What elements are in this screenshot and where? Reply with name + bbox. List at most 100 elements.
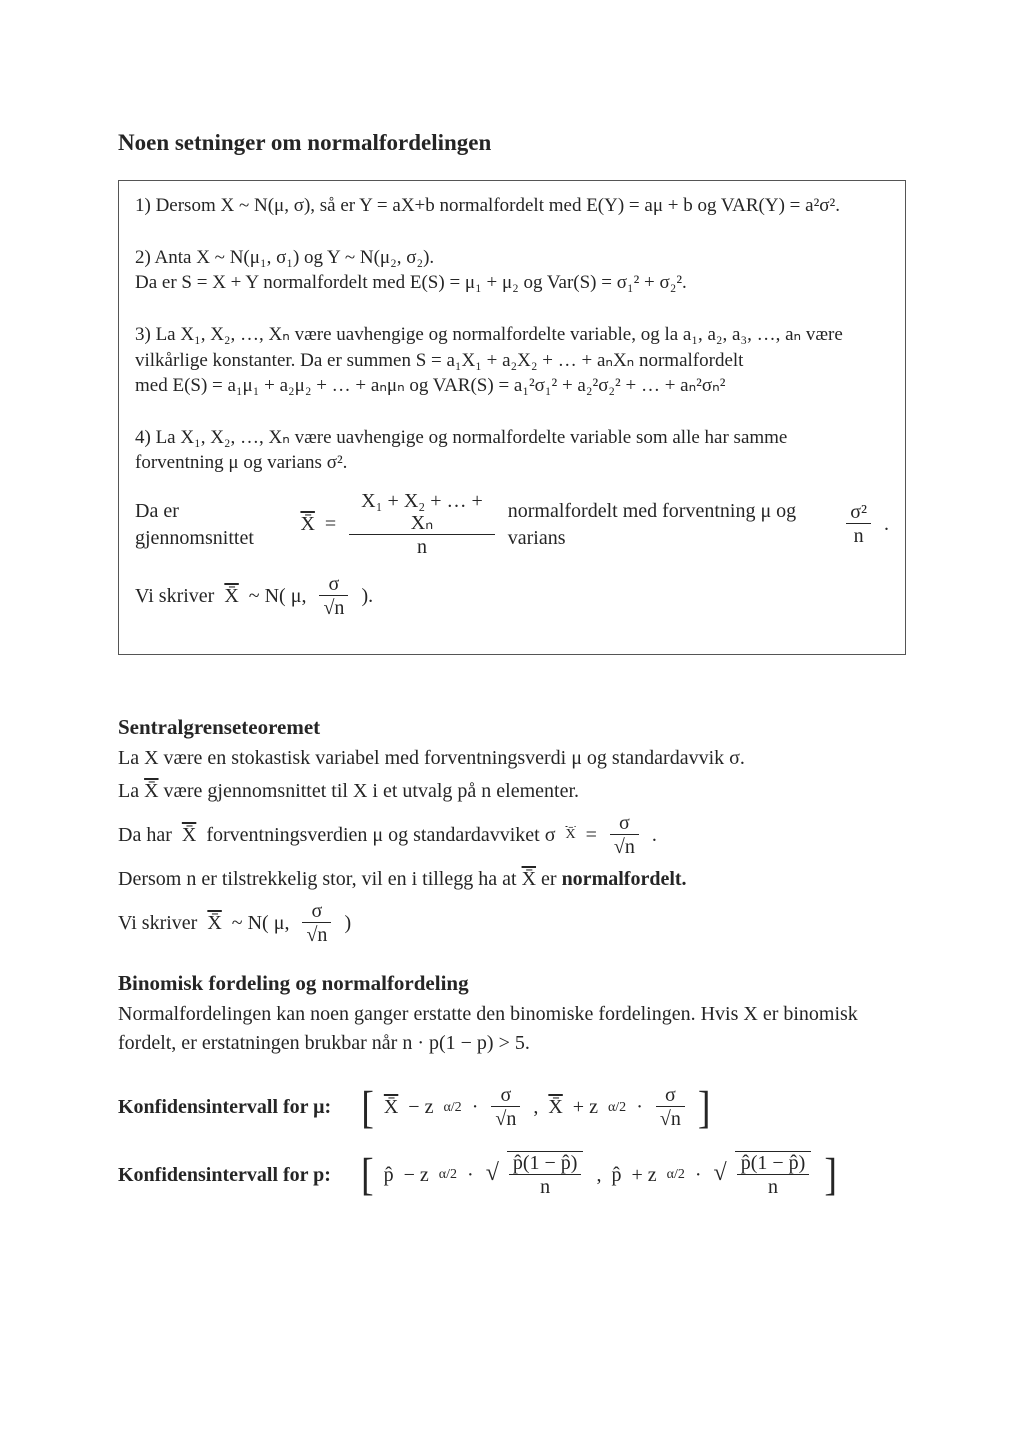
clt-line3-end: . [652,821,657,850]
item2b-text: Da er S = X + Y normalfordelt med E(S) =… [135,270,889,296]
ci-p-pleft: p̂ [384,1164,394,1187]
bino-title: Binomisk fordeling og normalfordeling [118,971,906,996]
ci-mu-mid1: − z [408,1096,433,1119]
clt-title: Sentralgrenseteoremet [118,715,906,740]
ci-mu-sub1: α/2 [443,1100,461,1116]
page: Noen setninger om normalfordelingen 1) D… [0,0,1024,1447]
item4c-mid2: normalfordelt med forventning μ og varia… [508,498,833,552]
ci-p-row: Konfidensintervall for p: [ p̂ − zα/2 · … [118,1151,906,1199]
clt-line3-den: √n [610,835,639,859]
clt-line2-pre: La [118,780,144,802]
ci-mu-xright: X̄ [548,1096,562,1119]
clt-line2-post: være gjennomsnittet til X i et utvalg på… [159,780,579,802]
item4d-den: √n [319,596,348,620]
item4c-frac1: X₁ + X₂ + … + Xₙ n [349,490,495,559]
bino-section: Binomisk fordeling og normalfordeling No… [118,971,906,1058]
ci-mu-den1: √n [491,1107,520,1131]
item3c-text: med E(S) = a₁μ₁ + a₂μ₂ + … + aₙμₙ og VAR… [135,373,889,399]
item4c-den2: n [846,524,871,548]
ci-mu-label: Konfidensintervall for μ: [118,1096,331,1119]
clt-line3-mid: forventningsverdien μ og standardavviket… [206,821,555,850]
clt-section: Sentralgrenseteoremet La X være en stoka… [118,715,906,947]
clt-line5-num: σ [302,900,331,923]
ci-p-sqrt2: p̂(1 − p̂) n [712,1151,815,1199]
ci-mu-frac2: σ √n [656,1084,685,1131]
item4d-xbar: X̄ [224,583,238,610]
ci-mu-xleft: X̄ [384,1096,398,1119]
clt-line5-frac: σ √n [302,900,331,947]
clt-line3-num: σ [610,812,639,835]
ci-mu-sub2: α/2 [608,1100,626,1116]
clt-line2-xbar: X̄ [144,780,158,802]
clt-line3: Da har X̄ forventningsverdien μ og stand… [118,812,906,859]
item4c-frac2: σ² n [846,501,871,548]
page-title: Noen setninger om normalfordelingen [118,130,906,156]
ci-p-pright: p̂ [611,1164,621,1187]
ci-mu-dot1: · [472,1096,479,1119]
clt-line5-pre: Vi skriver [118,909,197,938]
ci-p-num1: p̂(1 − p̂) [509,1152,582,1175]
clt-line4: Dersom n er tilstrekkelig stor, vil en i… [118,865,906,894]
item4c-num2: σ² [846,501,871,524]
ci-p-sub1: α/2 [439,1167,457,1183]
normal-box: 1) Dersom X ~ N(μ, σ), så er Y = aX+b no… [118,180,906,655]
ci-mu-frac1: σ √n [491,1084,520,1131]
clt-line3-xbar: X̄ [182,821,196,850]
ci-mu-num2: σ [656,1084,685,1107]
clt-line4-bold: normalfordelt. [562,868,687,890]
ci-p-frac1: p̂(1 − p̂) n [507,1151,584,1199]
ci-p-sub2: α/2 [667,1167,685,1183]
ci-p-den2: n [737,1175,810,1199]
item3b-text: vilkårlige konstanter. Da er summen S = … [135,348,889,374]
ci-mu-num1: σ [491,1084,520,1107]
item4c-den: n [349,535,495,559]
item4d-frac: σ √n [319,573,348,620]
item4c-row: Da er gjennomsnittet X̄ = X₁ + X₂ + … + … [135,490,889,559]
ci-mu-dot2: · [636,1096,643,1119]
bino-line1: Normalfordelingen kan noen ganger erstat… [118,1000,906,1058]
item4d-end: ). [361,583,373,610]
box-item-4: 4) La X₁, X₂, …, Xₙ være uavhengige og n… [135,425,889,620]
item4d-mid: ~ N( μ, [249,583,307,610]
ci-p-den1: n [509,1175,582,1199]
item4d-num: σ [319,573,348,596]
clt-line4-post: er [536,868,562,890]
item4c-pre: Da er gjennomsnittet [135,498,290,552]
item4a-text: 4) La X₁, X₂, …, Xₙ være uavhengige og n… [135,425,889,451]
clt-line4-pre: Dersom n er tilstrekkelig stor, vil en i… [118,868,522,890]
item4c-num: X₁ + X₂ + … + Xₙ [349,490,495,535]
clt-line3-sub: X̄ [566,825,576,845]
clt-line3-pre: Da har [118,821,172,850]
box-item-3: 3) La X₁, X₂, …, Xₙ være uavhengige og n… [135,322,889,399]
item4d-pre: Vi skriver [135,583,214,610]
item4d-row: Vi skriver X̄ ~ N( μ, σ √n ). [135,573,889,620]
item2a-text: 2) Anta X ~ N(μ₁, σ₁) og Y ~ N(μ₂, σ₂). [135,245,889,271]
clt-line5-xbar: X̄ [207,909,221,938]
ci-p-num2: p̂(1 − p̂) [737,1152,810,1175]
item4c-end: . [884,511,889,538]
clt-line5-den: √n [302,923,331,947]
clt-line3-frac: σ √n [610,812,639,859]
clt-line2: La X̄ være gjennomsnittet til X i et utv… [118,777,906,806]
ci-mu-comma: , [533,1096,538,1119]
ci-mu-mid2: + z [573,1096,598,1119]
ci-p-dot1: · [467,1164,474,1187]
item4c-xbar: X̄ [300,511,314,538]
clt-line5-end: ) [344,909,351,938]
ci-p-mid2: + z [631,1164,656,1187]
box-item-1: 1) Dersom X ~ N(μ, σ), så er Y = aX+b no… [135,193,889,219]
clt-line5: Vi skriver X̄ ~ N( μ, σ √n ) [118,900,906,947]
ci-p-sqrt1: p̂(1 − p̂) n [484,1151,587,1199]
clt-line3-eq: = [586,821,597,850]
clt-line5-mid: ~ N( μ, [232,909,290,938]
ci-p-label: Konfidensintervall for p: [118,1164,331,1187]
item4c-mid1: = [325,511,336,538]
ci-mu-row: Konfidensintervall for μ: [ X̄ − zα/2 · … [118,1084,906,1131]
ci-p-frac2: p̂(1 − p̂) n [735,1151,812,1199]
ci-p-dot2: · [695,1164,702,1187]
box-item-2: 2) Anta X ~ N(μ₁, σ₁) og Y ~ N(μ₂, σ₂). … [135,245,889,296]
item1-text: 1) Dersom X ~ N(μ, σ), så er Y = aX+b no… [135,195,840,216]
ci-mu-den2: √n [656,1107,685,1131]
ci-p-comma: , [596,1164,601,1187]
ci-p-mid1: − z [404,1164,429,1187]
